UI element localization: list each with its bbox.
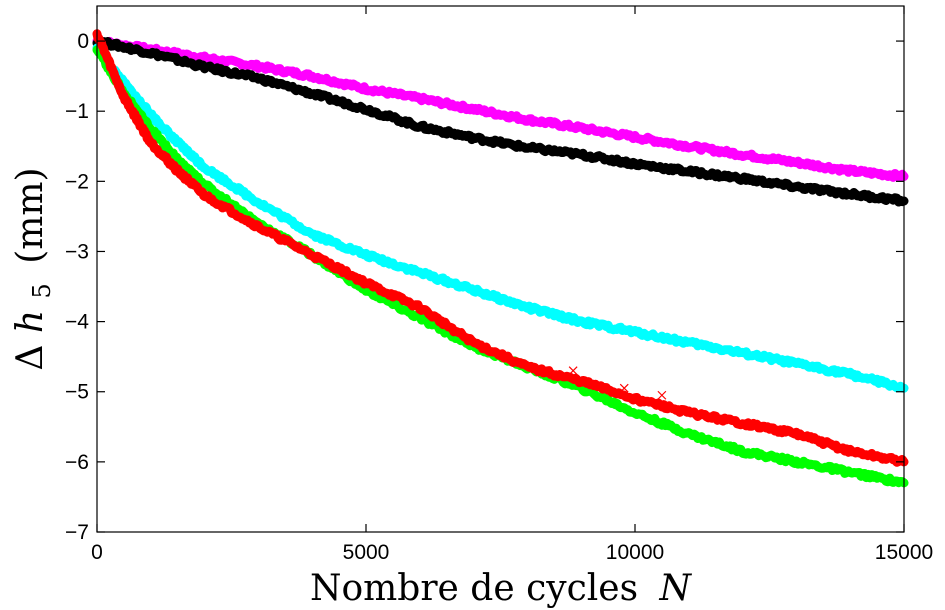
tick-layer: 0 5000 10000 15000 0 −1 −2 −3 −4 −5 −6 −7 [65,6,933,564]
y-axis-title-unit: (mm) [10,167,51,263]
x-tick-label: 0 [91,541,103,564]
series-3 [92,43,909,393]
y-tick-label: −2 [65,170,89,193]
y-tick-label: 0 [77,30,89,53]
y-tick-label: −6 [65,451,89,474]
cross-marker [619,383,629,393]
y-tick-label: −5 [65,381,89,404]
y-tick-label: −7 [65,521,89,544]
y-axis-title-var: h [10,310,51,333]
series-5 [92,29,909,467]
y-axis-title-subscript: 5 [28,283,56,298]
y-axis-title: Δ h 5 (mm) [10,167,59,370]
x-tick-label: 5000 [343,541,390,564]
y-tick-label: −3 [65,240,89,263]
x-axis-title-var: N [659,568,693,609]
series-1 [92,36,909,182]
series-line [92,43,909,393]
series-line [92,29,909,467]
x-tick-label: 15000 [875,541,933,564]
outlier-markers [568,366,667,400]
series-line [92,37,909,207]
x-tick-label: 10000 [606,541,664,564]
y-tick-label: −1 [65,100,89,123]
series-4 [92,45,909,488]
plot-area [97,6,904,532]
series-line [92,36,909,182]
y-axis-title-delta: Δ [10,345,51,371]
series-2 [92,37,909,207]
cross-marker [657,390,667,400]
x-axis-title-text: Nombre de cycles [310,568,638,609]
cross-marker [568,366,578,376]
axes-frame [96,5,905,533]
y-tick-label: −4 [65,311,89,334]
series-line [92,45,909,488]
series-layer [92,29,909,488]
svg-text:Δ h 5 (mm): Δ h 5 (mm) [10,167,59,370]
x-axis-title: Nombre de cycles N [310,568,693,609]
